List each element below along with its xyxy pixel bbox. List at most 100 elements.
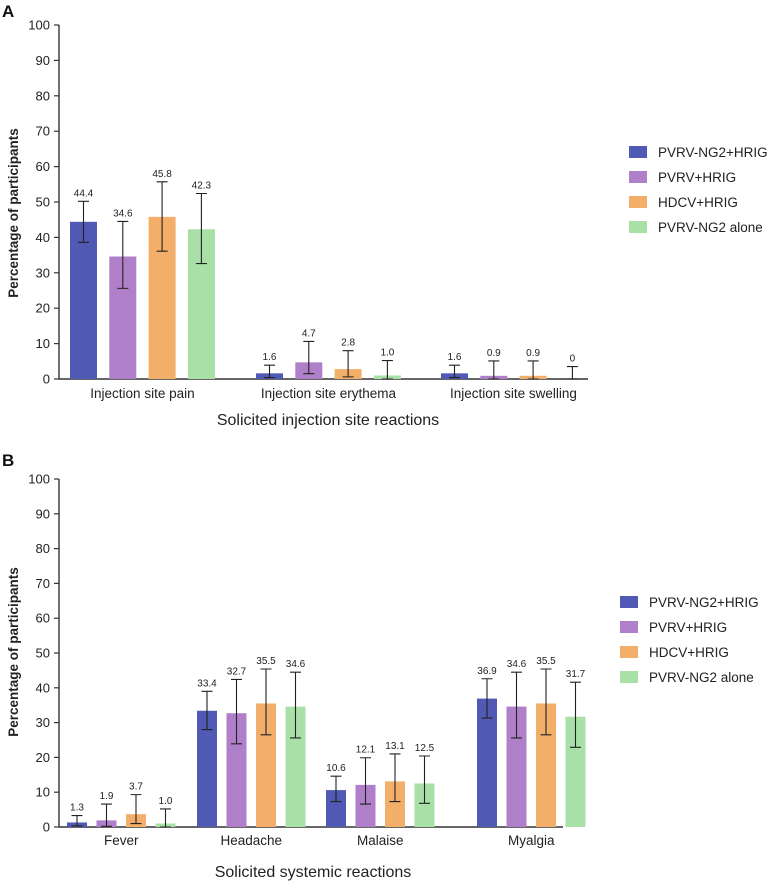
legend-swatch (620, 671, 638, 683)
error-bar (156, 181, 168, 252)
data-label: 34.6 (113, 208, 133, 219)
error-bar (566, 366, 578, 380)
x-tick-label: Fever (104, 833, 139, 848)
error-bar (78, 200, 89, 243)
panel-b-label: B (2, 451, 14, 470)
y-tick-label: 60 (36, 159, 50, 174)
data-label: 31.7 (566, 669, 586, 680)
y-tick-label: 70 (36, 124, 50, 139)
error-bar (130, 794, 142, 825)
data-label: 1.0 (380, 348, 394, 359)
data-label: 44.4 (74, 188, 94, 199)
bar (326, 790, 346, 827)
y-tick-label: 30 (36, 715, 50, 730)
y-tick-label: 10 (36, 785, 50, 800)
panel-b-y-axis-label: Percentage of participants (6, 567, 21, 737)
panel-b-category-labels: Fever Headache Malaise Myalgia (104, 833, 555, 848)
data-label: 4.7 (302, 328, 316, 339)
data-label: 32.7 (227, 666, 247, 677)
error-bar (231, 678, 242, 745)
y-tick-label: 20 (36, 301, 50, 316)
panel-a-y-axis-label: Percentage of participants (6, 128, 21, 298)
panel-a-value-labels: 44.4 34.6 45.8 42.3 1.6 4.7 2.8 1.0 1.6 0.9 0.9 0 (74, 169, 576, 365)
data-label: 33.4 (197, 678, 217, 689)
panel-a-x-axis-label: Solicited injection site reactions (217, 412, 439, 429)
error-bar (389, 753, 401, 803)
bar (385, 781, 405, 827)
x-tick-label: Injection site erythema (261, 386, 397, 401)
legend-swatch (629, 146, 647, 158)
bar (70, 221, 97, 379)
error-bar (160, 808, 171, 828)
y-tick-label: 30 (36, 265, 50, 280)
panel-a-error-bars (78, 181, 578, 380)
error-bar (419, 755, 430, 804)
error-bar (71, 814, 83, 827)
data-label: 36.9 (477, 666, 497, 677)
legend-label: PVRV+HRIG (649, 620, 727, 635)
y-tick-label: 80 (36, 541, 50, 556)
y-tick-label: 100 (28, 18, 50, 33)
y-tick-label: 50 (36, 195, 50, 210)
y-tick-label: 50 (36, 646, 50, 661)
panel-b-x-axis-label: Solicited systemic reactions (215, 864, 412, 881)
error-bar (511, 671, 522, 739)
data-label: 0.9 (526, 348, 540, 359)
bar (477, 698, 497, 827)
data-label: 2.8 (341, 338, 355, 349)
y-tick-label: 20 (36, 750, 50, 765)
panel-b: B Percentage of participants 0 10 20 30 40 50… (2, 451, 759, 881)
panel-b-value-labels: 1.3 1.9 3.7 1.0 33.4 32.7 35.5 34.6 10.6 12.1 13.1… (70, 656, 586, 814)
y-tick-label: 10 (36, 336, 50, 351)
legend-label: PVRV-NG2+HRIG (649, 595, 759, 610)
x-tick-label: Malaise (357, 833, 404, 848)
data-label: 35.5 (536, 656, 556, 667)
data-label: 1.0 (159, 796, 173, 807)
data-label: 10.6 (326, 763, 346, 774)
error-bar (330, 775, 342, 803)
data-label: 1.6 (263, 352, 277, 363)
panel-a: A Percentage of participants 0 10 20 30 40 50… (2, 2, 768, 429)
y-tick-label: 40 (36, 230, 50, 245)
x-tick-label: Injection site swelling (450, 386, 577, 401)
data-label: 1.3 (70, 803, 84, 814)
bar (197, 710, 217, 827)
x-tick-label: Injection site pain (90, 386, 194, 401)
error-bar (381, 360, 393, 380)
legend-swatch (620, 646, 638, 658)
panel-a-category-labels: Injection site pain Injection site erythe… (90, 386, 577, 401)
data-label: 34.6 (286, 659, 306, 670)
legend-label: HDCV+HRIG (658, 195, 738, 210)
data-label: 12.1 (356, 745, 376, 756)
panel-b-legend: PVRV-NG2+HRIG PVRV+HRIG HDCV+HRIG PVRV-NG2 … (620, 595, 759, 685)
y-tick-label: 90 (36, 506, 50, 521)
error-bar (195, 192, 207, 265)
data-label: 34.6 (507, 659, 527, 670)
error-bar (290, 671, 301, 739)
error-bar (303, 340, 315, 375)
y-tick-label: 100 (28, 472, 50, 487)
data-label: 1.9 (100, 791, 114, 802)
bar (414, 783, 435, 827)
data-label: 35.5 (256, 656, 276, 667)
panel-b-error-bars (71, 668, 581, 828)
bar (226, 713, 247, 827)
error-bar (540, 668, 552, 736)
error-bar (360, 757, 371, 805)
legend-label: PVRV+HRIG (658, 170, 736, 185)
bar (285, 706, 306, 827)
y-tick-label: 60 (36, 611, 50, 626)
error-bar (201, 690, 213, 731)
legend-swatch (620, 596, 638, 608)
data-label: 0.9 (487, 348, 501, 359)
legend-label: HDCV+HRIG (649, 645, 729, 660)
legend-swatch (629, 221, 647, 233)
error-bar (527, 360, 539, 380)
data-label: 1.6 (448, 352, 462, 363)
legend-label: PVRV-NG2+HRIG (658, 145, 768, 160)
panel-b-y-ticks: 0 10 20 30 40 50 60 70 80 90 100 (28, 472, 59, 835)
data-label: 13.1 (385, 741, 405, 752)
y-tick-label: 70 (36, 576, 50, 591)
y-tick-label: 40 (36, 680, 50, 695)
